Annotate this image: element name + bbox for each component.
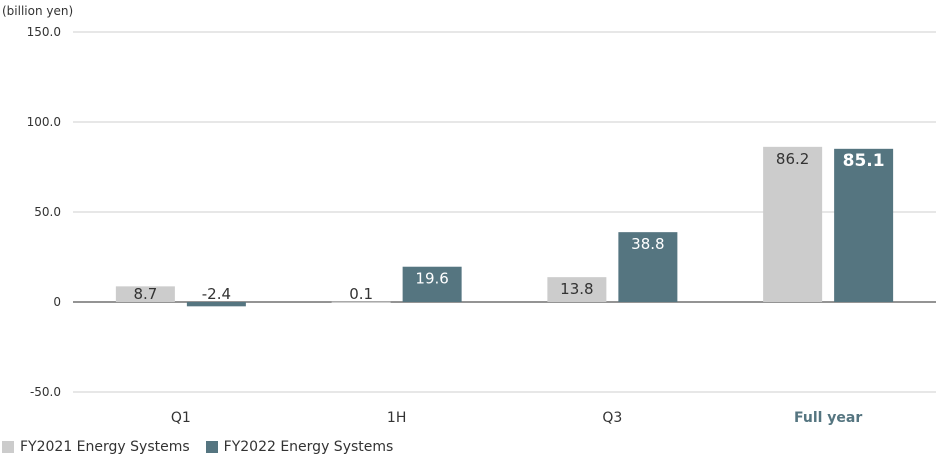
x-category-label: Q3	[602, 410, 622, 426]
bar-fy2022-q1	[186, 302, 246, 307]
y-tick-label: 0	[53, 295, 61, 309]
data-labels: 8.7 -2.4 0.1 19.6 13.8 38.8 86.2 85.1	[133, 150, 884, 303]
x-category-label: Full year	[794, 410, 862, 426]
y-tick-label: -50.0	[30, 385, 61, 399]
x-category-label: Q1	[171, 410, 191, 426]
legend-swatch-fy2022	[205, 441, 218, 453]
bars	[115, 146, 894, 307]
y-axis-ticks: -50.0 0 50.0 100.0 150.0	[27, 25, 61, 399]
legend-item-fy2021: FY2021 Energy Systems	[2, 439, 190, 455]
data-label: -2.4	[202, 285, 231, 303]
data-label: 0.1	[349, 285, 373, 303]
x-category-label: 1H	[387, 410, 406, 426]
legend-label-fy2021: FY2021 Energy Systems	[20, 439, 190, 455]
legend-swatch-fy2021	[2, 441, 14, 453]
bar-fy2022-1h	[402, 266, 462, 302]
legend-item-fy2022: FY2022 Energy Systems	[205, 439, 394, 455]
y-tick-label: 100.0	[27, 115, 61, 129]
bar-fy2021-q1	[115, 286, 175, 302]
legend: FY2021 Energy Systems FY2022 Energy Syst…	[2, 439, 409, 455]
data-label: 19.6	[415, 270, 448, 288]
data-label: 85.1	[843, 151, 885, 171]
data-label: 38.8	[631, 235, 664, 253]
unit-label: (billion yen)	[2, 4, 73, 18]
bar-fy2022-q3	[618, 232, 678, 302]
bar-fy2022-full-year	[834, 148, 894, 302]
data-label: 13.8	[560, 280, 593, 298]
bar-fy2021-full-year	[763, 146, 823, 302]
bar-fy2021-q3	[547, 277, 607, 302]
data-label: 86.2	[776, 150, 809, 168]
bar-chart: (billion yen) -50.0 0 50.0 100.0 150.0 8.7 -2…	[2, 4, 936, 426]
data-label: 8.7	[133, 285, 157, 303]
y-tick-label: 150.0	[27, 25, 61, 39]
legend-label-fy2022: FY2022 Energy Systems	[223, 439, 394, 455]
y-tick-label: 50.0	[34, 205, 61, 219]
bar-fy2021-1h	[331, 301, 391, 303]
x-axis-categories: Q1 1H Q3 Full year	[171, 410, 862, 426]
